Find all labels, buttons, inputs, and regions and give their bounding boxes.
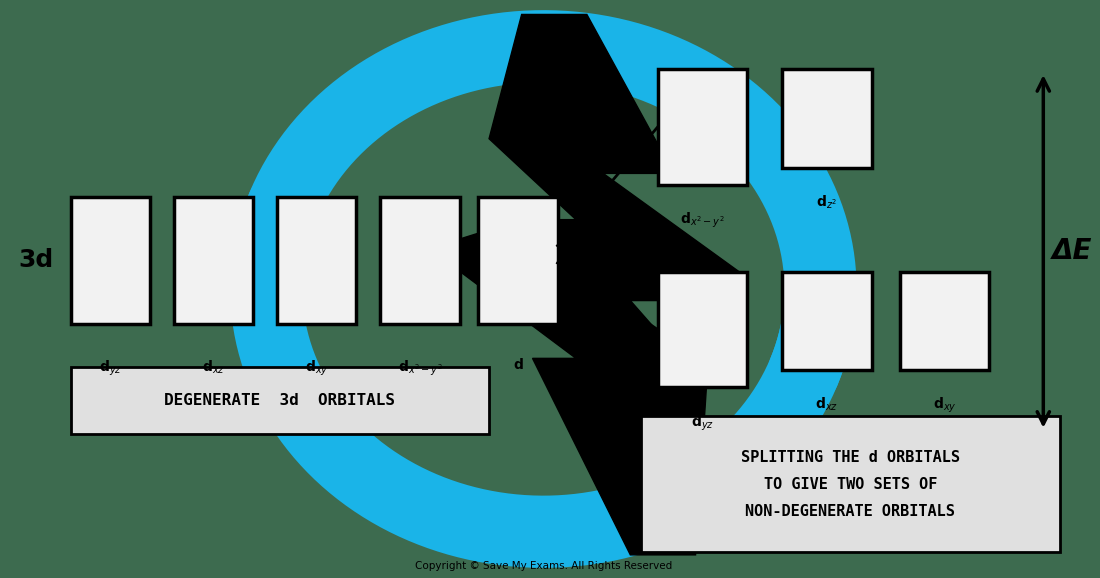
Text: d$_{yz}$: d$_{yz}$ [99, 358, 122, 377]
Text: ΔE: ΔE [1052, 238, 1092, 265]
Bar [70, 367, 490, 434]
Text: d: d [513, 358, 522, 372]
Text: d$_{x^2-y^2}$: d$_{x^2-y^2}$ [398, 358, 442, 377]
Bar [782, 272, 871, 370]
Text: d$_{x^2-y^2}$: d$_{x^2-y^2}$ [680, 211, 724, 230]
Text: d$_{yz}$: d$_{yz}$ [691, 413, 714, 432]
Text: d$_{z^2}$: d$_{z^2}$ [816, 194, 837, 211]
Text: SPLITTING THE d ORBITALS
TO GIVE TWO SETS OF
NON-DEGENERATE ORBITALS: SPLITTING THE d ORBITALS TO GIVE TWO SET… [741, 450, 960, 518]
Bar [70, 197, 150, 324]
Bar [658, 272, 747, 387]
Text: DEGENERATE  3d  ORBITALS: DEGENERATE 3d ORBITALS [164, 393, 395, 407]
Text: d$_{xy}$: d$_{xy}$ [933, 396, 956, 415]
Text: 3d: 3d [19, 248, 54, 272]
Bar [658, 69, 747, 185]
Text: d$_{xz}$: d$_{xz}$ [815, 396, 838, 413]
Bar [900, 272, 989, 370]
Text: d$_{xy}$: d$_{xy}$ [305, 358, 329, 377]
Bar [478, 197, 558, 324]
Bar [381, 197, 460, 324]
Text: Copyright © Save My Exams. All Rights Reserved: Copyright © Save My Exams. All Rights Re… [415, 561, 672, 571]
Polygon shape [429, 14, 739, 555]
Bar [277, 197, 356, 324]
Bar [782, 69, 871, 168]
Text: d$_{xz}$: d$_{xz}$ [202, 358, 226, 376]
Bar [641, 416, 1059, 552]
Bar [174, 197, 253, 324]
